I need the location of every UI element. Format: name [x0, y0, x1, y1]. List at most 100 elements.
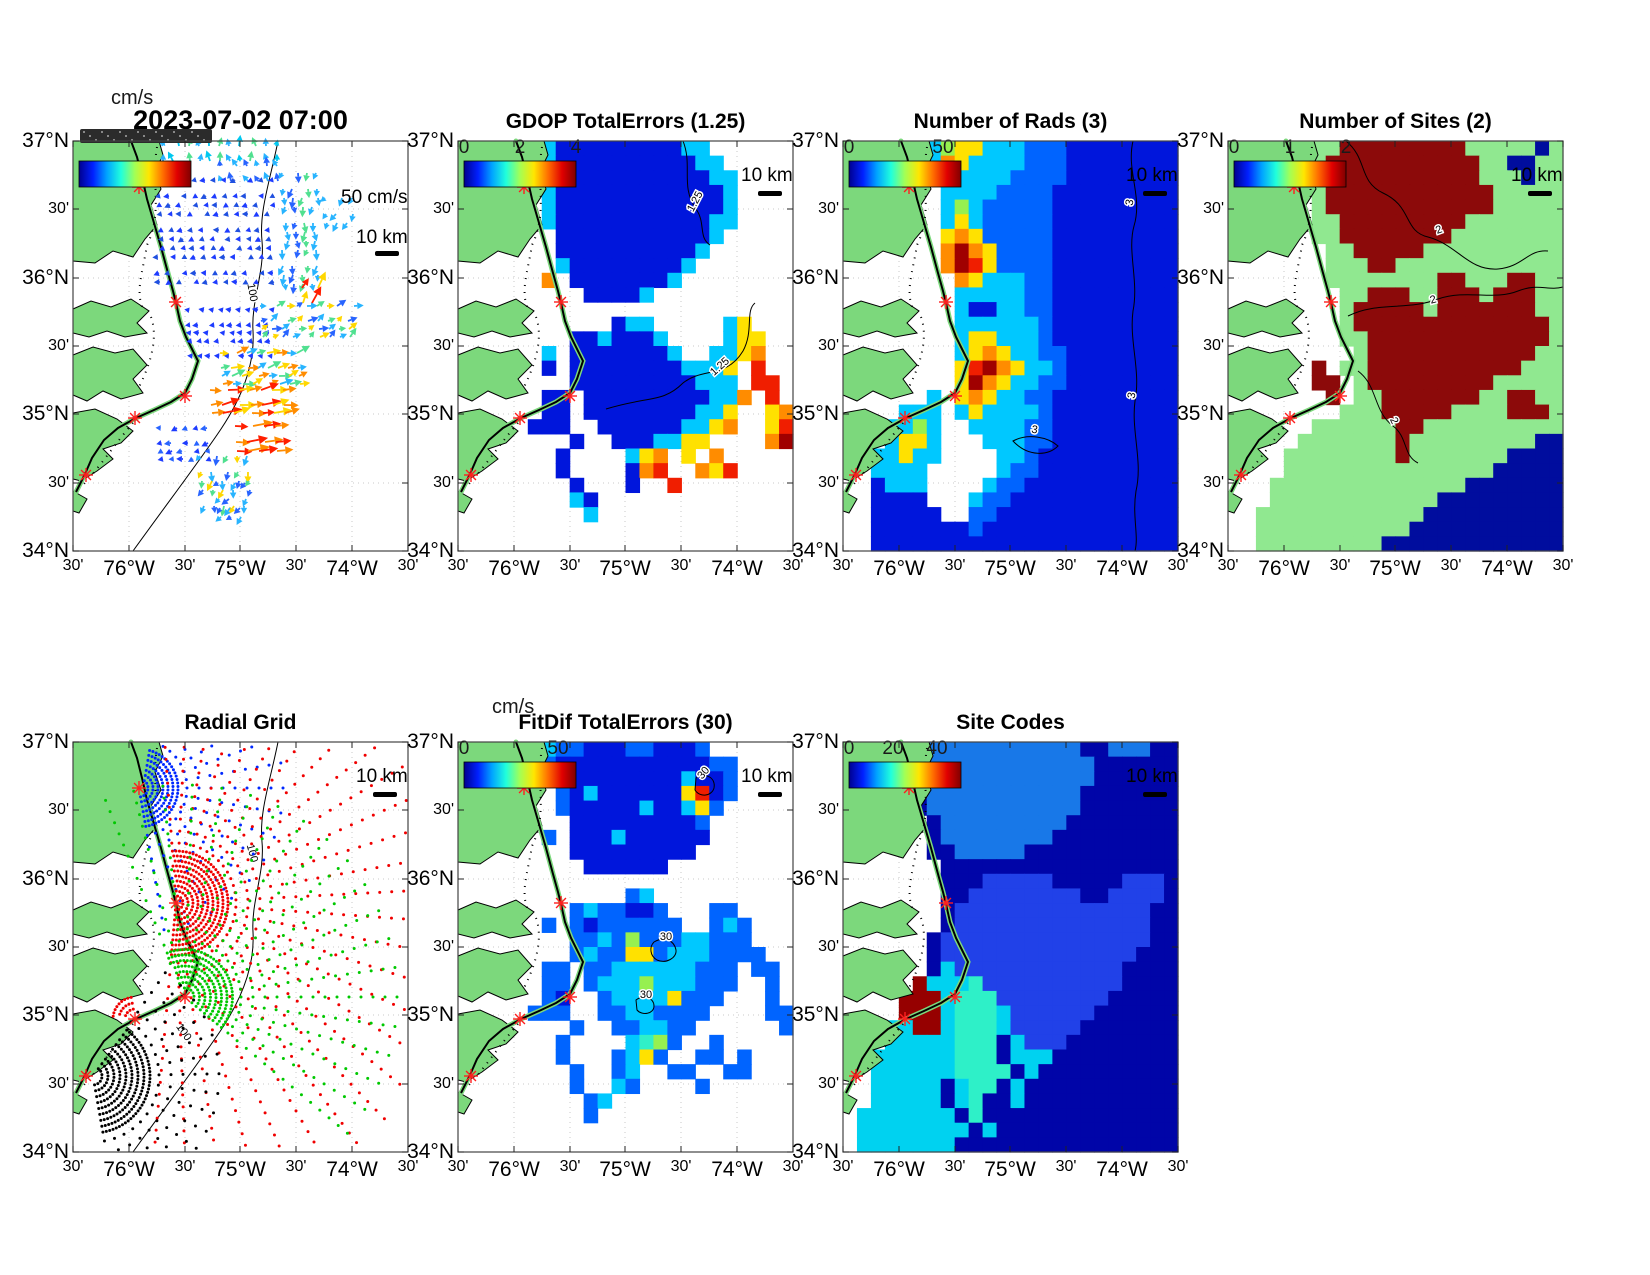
lon-tick-label: 74°W	[1096, 557, 1148, 580]
radar-site-marker	[554, 896, 568, 910]
lat-tick-label: 37°N	[792, 730, 839, 753]
scale-bar	[373, 792, 397, 797]
radar-site-marker	[1324, 295, 1338, 309]
lat-tick-label: 30'	[48, 938, 69, 955]
lat-tick-label: 35°N	[407, 1003, 454, 1026]
radar-site-marker	[169, 896, 183, 910]
lat-tick-label: 30'	[818, 474, 839, 491]
svg-text:2: 2	[1387, 415, 1400, 426]
radar-site-marker	[563, 990, 577, 1004]
radar-site-marker	[898, 1012, 912, 1026]
panel-radial-grid: Radial Grid 100 100 100 100 10 km 37°N 30' 36°…	[22, 711, 418, 1181]
lon-tick-label: 30'	[670, 1158, 692, 1175]
lat-tick-label: 30'	[433, 938, 454, 955]
lat-tick-label: 36°N	[22, 266, 69, 289]
colorbar-tick-label: 1	[1285, 137, 1296, 158]
scale-label: 10 km	[356, 766, 408, 787]
lat-tick-label: 35°N	[407, 402, 454, 425]
colorbar	[78, 160, 192, 188]
lon-tick-label: 30'	[397, 1158, 419, 1175]
radar-site-marker	[132, 781, 146, 795]
svg-text:100: 100	[244, 282, 259, 302]
lat-tick-label: 30'	[433, 474, 454, 491]
lat-tick-label: 30'	[48, 1075, 69, 1092]
svg-text:30: 30	[640, 989, 652, 1001]
lat-tick-label: 30'	[818, 200, 839, 217]
radar-site-marker	[79, 1069, 93, 1083]
lat-tick-label: 30'	[433, 1075, 454, 1092]
radar-site-marker	[1283, 411, 1297, 425]
lat-tick-label: 30'	[48, 474, 69, 491]
lat-tick-label: 35°N	[1177, 402, 1224, 425]
lon-tick-label: 30'	[1167, 1158, 1189, 1175]
radar-site-marker	[128, 411, 142, 425]
lat-tick-label: 34°N	[407, 539, 454, 562]
scale-label: 10 km	[741, 165, 793, 186]
colorbar	[848, 160, 962, 188]
lat-tick-label: 30'	[818, 801, 839, 818]
scale-label: 50 cm/s	[341, 187, 408, 208]
colorbar-tick-label: 0	[1229, 137, 1240, 158]
lat-tick-label: 37°N	[792, 129, 839, 152]
svg-text:3: 3	[1030, 424, 1038, 437]
lon-tick-label: 76°W	[873, 1158, 925, 1181]
lat-tick-label: 30'	[433, 801, 454, 818]
scale-bar	[1528, 191, 1552, 196]
radar-site-marker	[178, 990, 192, 1004]
radar-site-marker	[128, 1012, 142, 1026]
svg-text:3: 3	[1126, 391, 1139, 399]
lon-tick-label: 76°W	[488, 557, 540, 580]
radar-site-marker	[939, 896, 953, 910]
colorbar-tick-label: 0	[844, 137, 855, 158]
svg-text:30: 30	[640, 989, 652, 1001]
scale-bar	[758, 191, 782, 196]
lon-tick-label: 75°W	[214, 1158, 266, 1181]
lon-tick-label: 30'	[944, 557, 966, 574]
svg-text:100: 100	[244, 282, 259, 302]
colorbar	[1233, 160, 1347, 188]
lon-tick-label: 30'	[782, 557, 804, 574]
scale-label: 10 km	[1511, 165, 1563, 186]
panel-title-num-sites: Number of Sites (2)	[1299, 110, 1492, 133]
panel-title-fitdif: FitDif TotalErrors (30)	[518, 711, 733, 734]
lon-tick-label: 76°W	[873, 557, 925, 580]
radar-site-marker	[948, 990, 962, 1004]
lon-tick-label: 30'	[1552, 557, 1574, 574]
svg-text:2: 2	[1434, 223, 1444, 236]
scale-bar	[1143, 191, 1167, 196]
lat-tick-label: 35°N	[22, 402, 69, 425]
colorbar-tick-label: 50	[932, 137, 953, 158]
radar-site-marker	[898, 411, 912, 425]
scale-bar	[758, 792, 782, 797]
lat-tick-label: 36°N	[1177, 266, 1224, 289]
lon-tick-label: 30'	[447, 1158, 469, 1175]
lon-tick-label: 30'	[447, 557, 469, 574]
radar-site-marker	[79, 468, 93, 482]
lon-tick-label: 30'	[1055, 557, 1077, 574]
colorbar-tick-label: 0	[459, 137, 470, 158]
lat-tick-label: 36°N	[22, 867, 69, 890]
radar-site-marker	[464, 468, 478, 482]
lat-tick-label: 34°N	[22, 539, 69, 562]
radar-site-marker	[1333, 389, 1347, 403]
lon-tick-label: 30'	[559, 557, 581, 574]
lat-tick-label: 30'	[818, 938, 839, 955]
lon-tick-label: 75°W	[599, 1158, 651, 1181]
lat-tick-label: 30'	[1203, 474, 1224, 491]
lon-tick-label: 30'	[1217, 557, 1239, 574]
lon-tick-label: 30'	[285, 557, 307, 574]
lat-tick-label: 30'	[818, 337, 839, 354]
lon-tick-label: 74°W	[711, 1158, 763, 1181]
scale-bar	[375, 251, 399, 256]
lon-tick-label: 75°W	[984, 557, 1036, 580]
lon-tick-label: 74°W	[1481, 557, 1533, 580]
lat-tick-label: 37°N	[22, 730, 69, 753]
lat-tick-label: 35°N	[792, 402, 839, 425]
lon-tick-label: 30'	[62, 1158, 84, 1175]
radar-site-marker	[513, 1012, 527, 1026]
gdop-map: 1.251.251.251.250 2 410 km	[457, 137, 794, 552]
colorbar	[463, 160, 577, 188]
